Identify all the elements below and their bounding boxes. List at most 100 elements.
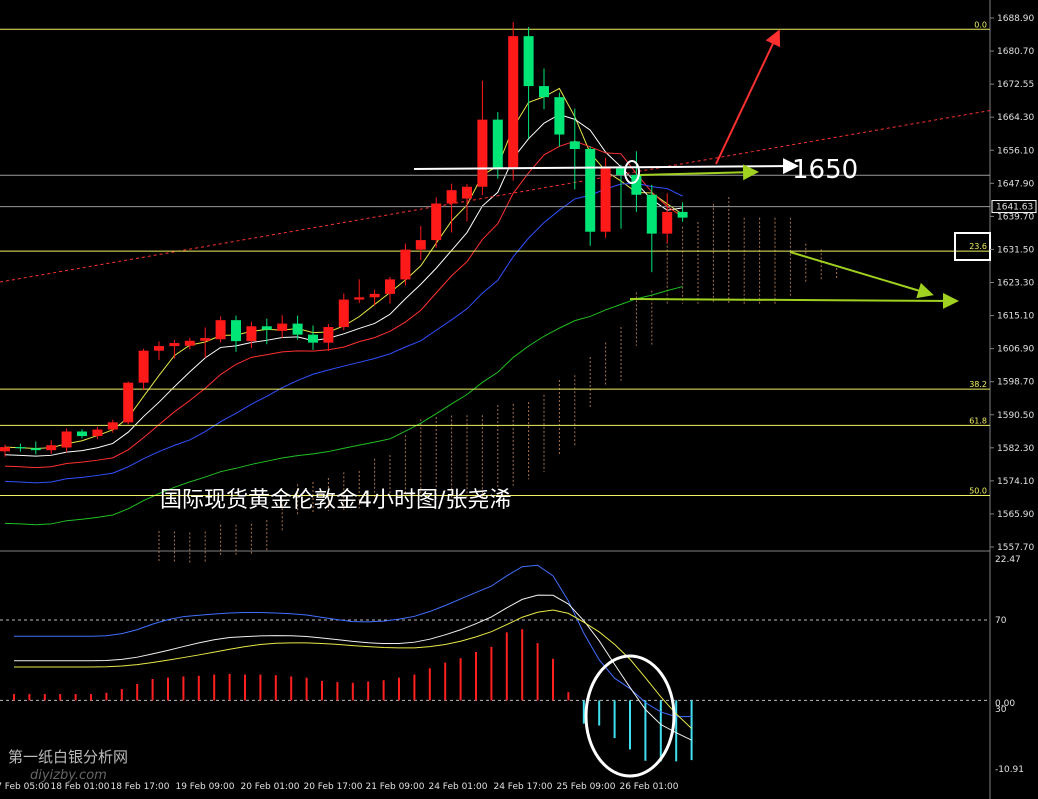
fib-label: 38.2 — [969, 380, 987, 389]
candle-body — [662, 211, 673, 234]
x-tick-label: 24 Feb 01:00 — [428, 782, 487, 792]
oscillator-panel — [0, 564, 990, 778]
osc-yellow-line — [14, 609, 692, 729]
price-tick-label: 1598.70 — [997, 378, 1034, 388]
fib-label: 50.0 — [969, 487, 987, 496]
green-arrow — [639, 164, 759, 181]
price-tick-label: 1606.90 — [997, 345, 1034, 355]
candle-body — [169, 343, 180, 347]
ichimoku-cloud — [158, 197, 838, 564]
x-tick-label: 26 Feb 01:00 — [619, 782, 678, 792]
x-tick-label: 20 Feb 17:00 — [303, 782, 362, 792]
candle-body — [123, 382, 134, 423]
candle-body — [46, 445, 57, 451]
candle-body — [308, 334, 318, 343]
candle-body — [462, 186, 472, 199]
price-tick-label: 1680.70 — [997, 47, 1034, 57]
fib-label: 0.0 — [974, 20, 987, 29]
pivot-circle — [624, 160, 640, 184]
candle-body — [292, 323, 303, 335]
candle-body — [261, 326, 272, 330]
candle-body — [616, 168, 626, 175]
price-tick-label: 1688.90 — [997, 14, 1034, 24]
osc-highlight-circle — [584, 654, 676, 778]
candle-body — [539, 86, 549, 98]
candle-body — [184, 340, 195, 346]
x-tick-label: 24 Feb 17:00 — [493, 782, 552, 792]
osc-tick-label: -10.91 — [995, 765, 1024, 775]
fib-label: 23.6 — [969, 242, 987, 251]
ma-green-line — [4, 286, 683, 526]
candle-body — [15, 447, 26, 449]
fib-label: 61.8 — [969, 416, 987, 425]
candles — [0, 22, 688, 457]
candle-body — [77, 431, 87, 437]
grid — [0, 0, 991, 799]
candle-body — [400, 249, 411, 280]
candle-body — [92, 429, 103, 437]
x-tick-label: 17 Feb 05:00 — [0, 782, 50, 792]
price-tick-label: 1672.55 — [997, 80, 1034, 90]
candle-body — [600, 168, 611, 232]
osc-tick-label: 0.00 — [995, 699, 1015, 709]
price-tick-label: 1590.50 — [997, 411, 1034, 421]
price-tick-label: 1664.30 — [997, 113, 1034, 123]
price-tick-label: 1565.90 — [997, 510, 1034, 520]
candle-body — [415, 240, 426, 250]
current-price-label: 1641.63 — [996, 203, 1033, 213]
candle-body — [323, 327, 334, 343]
candle-body — [138, 350, 149, 383]
price-tick-label: 1639.70 — [997, 212, 1034, 222]
red-arrow — [715, 29, 781, 165]
candle-body — [231, 320, 241, 342]
price-tick-label: 1656.10 — [997, 146, 1034, 156]
candle-body — [385, 279, 395, 294]
x-tick-label: 21 Feb 09:00 — [365, 782, 424, 792]
candle-body — [246, 326, 257, 342]
x-tick-label: 25 Feb 09:00 — [556, 782, 615, 792]
annotations — [413, 29, 991, 309]
candle-body — [154, 346, 164, 351]
candle-body — [631, 174, 642, 195]
x-tick-label: 20 Feb 01:00 — [240, 782, 299, 792]
candle-body — [107, 422, 118, 430]
target-label: 1650 — [792, 155, 858, 185]
green-arrow — [789, 251, 934, 299]
candle-body — [569, 141, 580, 149]
price-tick-label: 1631.50 — [997, 245, 1034, 255]
x-tick-label: 19 Feb 09:00 — [175, 782, 234, 792]
price-tick-label: 1647.90 — [997, 179, 1034, 189]
candle-body — [0, 447, 10, 452]
ma-red-line — [4, 140, 683, 469]
osc-tick-label: 30 — [995, 705, 1007, 715]
candle-body — [30, 448, 41, 451]
watermark-site-url: diyizby.com — [30, 768, 107, 783]
candle-body — [554, 97, 565, 135]
candle-body — [200, 338, 211, 341]
candle-body — [523, 36, 534, 87]
candle-body — [369, 293, 380, 298]
candle-body — [585, 148, 596, 232]
axes: 1688.90 1680.70 1672.55 1664.30 1656.10 1647.… — [0, 14, 1037, 792]
ma-blue-line — [4, 182, 683, 484]
candle-body — [492, 119, 503, 168]
candle-body — [446, 190, 457, 204]
x-tick-label: 18 Feb 01:00 — [50, 782, 109, 792]
candle-body — [677, 211, 688, 218]
x-tick-label: 18 Feb 17:00 — [110, 782, 169, 792]
chart-title: 国际现货黄金伦敦金4小时图/张尧浠 — [160, 488, 511, 513]
fib-23-box — [954, 232, 991, 261]
candle-body — [646, 194, 657, 234]
current-price-box — [991, 200, 1037, 214]
candle-body — [354, 297, 365, 300]
green-arrow — [629, 292, 959, 309]
osc-tick-label: 70 — [995, 616, 1007, 626]
price-tick-label: 1574.10 — [997, 477, 1034, 487]
ma-white-line — [4, 113, 683, 457]
fibonacci-levels: 0.0 23.6 38.2 61.8 50.0 — [0, 20, 990, 497]
candle-body — [215, 320, 226, 340]
price-tick-label: 1557.70 — [997, 543, 1034, 553]
price-tick-label: 1582.30 — [997, 444, 1034, 454]
target-arrow — [413, 158, 799, 175]
